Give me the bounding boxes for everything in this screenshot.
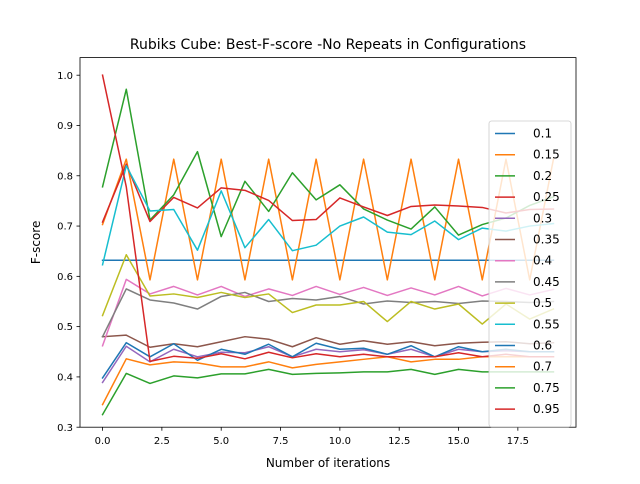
legend-label-0.1: 0.1 — [533, 127, 552, 141]
x-tick-label: 10.0 — [329, 436, 351, 447]
series-line-0.35 — [101, 334, 555, 348]
series-line-0.2 — [101, 88, 555, 238]
legend-label-0.25: 0.25 — [533, 190, 560, 204]
series-line-0.6 — [101, 341, 555, 379]
legend-label-0.7: 0.7 — [533, 360, 552, 374]
plot-frame — [79, 57, 577, 428]
x-tick-label: 17.5 — [507, 436, 529, 447]
y-tick-label: 0.4 — [57, 373, 73, 384]
y-tick-label: 0.3 — [57, 423, 73, 434]
series-line-0.4 — [101, 278, 555, 347]
legend-label-0.3: 0.3 — [533, 211, 552, 225]
y-tick-label: 0.7 — [57, 222, 73, 233]
series-line-0.7 — [101, 356, 555, 406]
x-tick-label: 15.0 — [447, 436, 469, 447]
x-tick-label: 5.0 — [213, 436, 229, 447]
y-tick-label: 0.6 — [57, 272, 73, 283]
legend-label-0.2: 0.2 — [533, 169, 552, 183]
legend-label-0.95: 0.95 — [533, 402, 560, 416]
y-tick-label: 0.9 — [57, 121, 73, 132]
legend-label-0.45: 0.45 — [533, 275, 560, 289]
x-tick-label: 0.0 — [95, 436, 111, 447]
legend-label-0.15: 0.15 — [533, 148, 560, 162]
y-axis: 0.3 0.4 0.5 0.6 0.7 0.8 0.9 1.0 — [57, 71, 80, 434]
x-tick-label: 7.5 — [273, 436, 289, 447]
legend-label-0.5: 0.5 — [533, 296, 552, 310]
legend-label-0.35: 0.35 — [533, 233, 560, 247]
y-tick-label: 1.0 — [57, 71, 73, 82]
x-tick-label: 2.5 — [154, 436, 170, 447]
legend-label-0.4: 0.4 — [533, 254, 552, 268]
series-line-0.5 — [101, 253, 555, 325]
legend-label-0.6: 0.6 — [533, 339, 552, 353]
y-axis-label: F-score — [29, 221, 43, 264]
series-line-0.25 — [101, 163, 555, 224]
x-axis: 0.0 2.5 5.0 7.5 10.0 12.5 15.0 17.5 — [95, 427, 529, 447]
y-tick-label: 0.5 — [57, 322, 73, 333]
series-line-0.45 — [101, 288, 555, 338]
chart-title: Rubiks Cube: Best-F-score -No Repeats in… — [130, 37, 526, 53]
series-line-0.15 — [101, 158, 555, 281]
series-line-0.75 — [101, 368, 555, 416]
x-tick-label: 12.5 — [388, 436, 410, 447]
series-line-0.55 — [101, 164, 555, 266]
series-layer — [101, 74, 555, 416]
series-line-0.95 — [101, 74, 555, 363]
x-axis-label: Number of iterations — [266, 456, 390, 470]
legend-label-0.75: 0.75 — [533, 381, 560, 395]
y-tick-label: 0.8 — [57, 171, 73, 182]
legend: 0.1 0.15 0.2 0.25 0.3 0.35 0.4 0.45 0.5 0.55 0.6 0.… — [488, 120, 572, 428]
legend-label-0.55: 0.55 — [533, 317, 560, 331]
